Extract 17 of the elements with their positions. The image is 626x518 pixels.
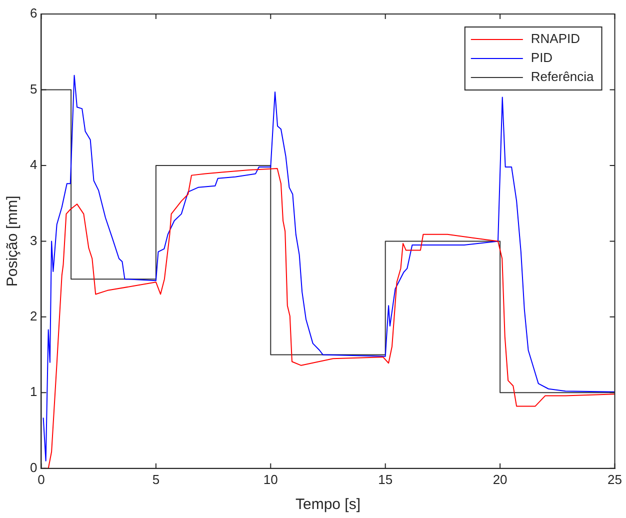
x-tick-label: 25 bbox=[608, 472, 622, 487]
y-tick-label: 6 bbox=[30, 6, 38, 21]
y-tick-label: 4 bbox=[30, 157, 38, 172]
x-tick-label: 15 bbox=[378, 472, 393, 487]
y-tick-label: 3 bbox=[30, 232, 38, 248]
x-axis-title: Tempo [s] bbox=[295, 496, 361, 514]
y-tick-label: 1 bbox=[30, 384, 38, 400]
y-tick-label: 0 bbox=[30, 460, 38, 475]
x-tick-label: 10 bbox=[263, 472, 278, 487]
x-tick-label: 5 bbox=[152, 472, 160, 487]
legend-label: RNAPID bbox=[530, 31, 580, 46]
y-tick-label: 5 bbox=[30, 81, 38, 96]
legend-label: PID bbox=[530, 50, 553, 66]
y-axis-title: Posição [mm] bbox=[4, 196, 22, 287]
y-tick-label: 2 bbox=[30, 308, 38, 324]
x-tick-label: 20 bbox=[492, 472, 508, 487]
legend-label: Referência bbox=[530, 69, 595, 84]
